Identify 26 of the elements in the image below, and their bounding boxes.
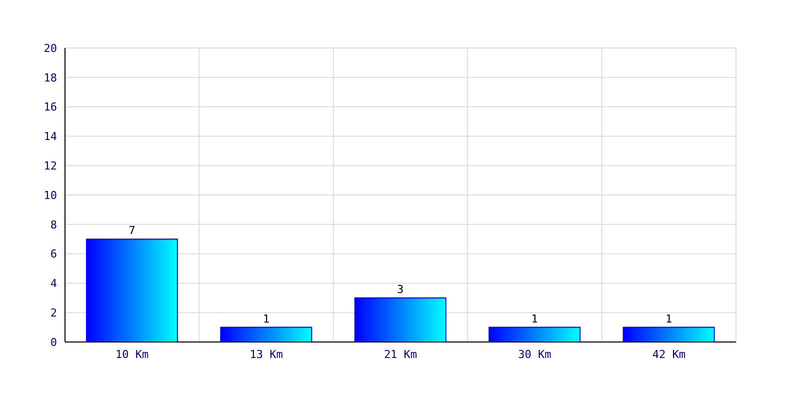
data-label: 3 <box>397 282 404 296</box>
bar <box>622 326 715 342</box>
x-tick-label: 13 Km <box>250 348 284 361</box>
x-tick-label: 21 Km <box>384 348 418 361</box>
x-tick-label: 42 Km <box>652 348 686 361</box>
data-label: 7 <box>128 224 136 238</box>
y-tick-label: 6 <box>50 248 57 261</box>
y-tick-label: 8 <box>50 218 57 232</box>
y-tick-label: 12 <box>44 160 57 173</box>
y-tick-label: 16 <box>44 100 57 114</box>
bar <box>86 238 178 342</box>
bar <box>488 326 581 342</box>
bar <box>220 326 312 342</box>
data-label: 1 <box>665 312 672 326</box>
x-tick-label: 30 Km <box>518 348 552 361</box>
y-tick-label: 2 <box>50 306 57 320</box>
y-tick-label: 20 <box>44 42 57 55</box>
y-tick-label: 18 <box>44 71 57 84</box>
data-label: 1 <box>531 312 538 326</box>
bar <box>354 297 446 342</box>
y-tick-label: 0 <box>50 336 57 349</box>
y-tick-label: 10 <box>44 188 57 202</box>
y-tick-label: 4 <box>50 277 58 290</box>
data-label: 1 <box>262 312 270 326</box>
y-tick-label: 14 <box>44 130 58 144</box>
x-tick-label: 10 Km <box>116 348 150 361</box>
